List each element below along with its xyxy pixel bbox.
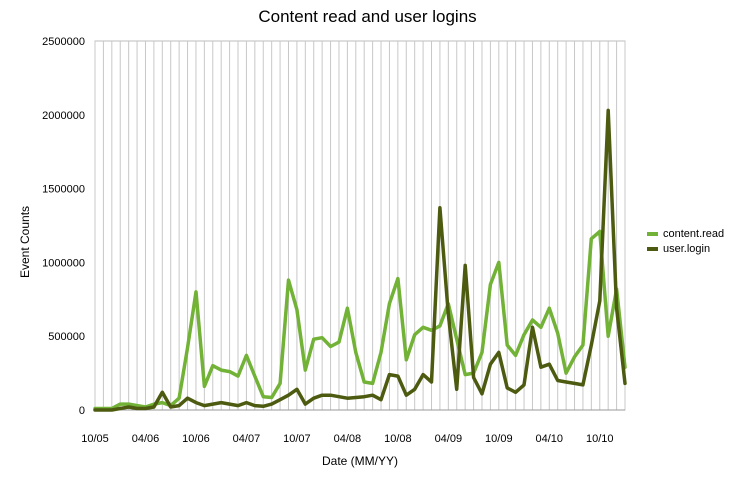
x-tick-label: 10/08	[384, 433, 412, 445]
x-tick-label: 04/09	[435, 433, 463, 445]
x-tick-label: 10/06	[182, 433, 210, 445]
x-tick-label: 04/06	[132, 433, 160, 445]
x-tick-label: 04/07	[233, 433, 261, 445]
y-tick-label: 500000	[48, 331, 85, 343]
series-line-user-login	[93, 108, 627, 412]
x-tick-label: 10/09	[485, 433, 513, 445]
legend-swatch-content-read	[647, 231, 658, 236]
series-lines	[93, 108, 627, 412]
series-line-content-read	[93, 229, 627, 411]
y-tick-label: 1500000	[42, 184, 85, 196]
legend-item-user-login: user.login	[647, 241, 724, 256]
x-tick-label: 10/07	[283, 433, 311, 445]
y-tick-labels: 0 500000 1000000 1500000 2000000 2500000	[42, 36, 85, 417]
legend-label-content-read: content.read	[663, 227, 725, 240]
y-tick-label: 0	[79, 405, 85, 417]
plot-frame	[94, 40, 626, 411]
gridlines	[94, 40, 626, 411]
legend-swatch-user-login	[647, 246, 658, 251]
legend-item-content-read: content.read	[647, 226, 724, 241]
x-tick-label: 10/05	[81, 433, 109, 445]
x-tick-label: 04/10	[536, 433, 564, 445]
legend-label-user-login: user.login	[663, 242, 711, 255]
x-tick-labels: 10/05 04/06 10/06 04/07 10/07 04/08 10/08 04/09…	[81, 433, 613, 445]
legend: content.read user.login	[647, 226, 724, 256]
x-axis-label: Date (MM/YY)	[321, 454, 398, 468]
y-tick-label: 1000000	[42, 257, 85, 269]
x-tick-label: 10/10	[586, 433, 614, 445]
chart-title: Content read and user logins	[258, 7, 477, 26]
x-tick-label: 04/08	[334, 433, 362, 445]
y-tick-label: 2000000	[42, 110, 85, 122]
y-tick-label: 2500000	[42, 36, 85, 48]
